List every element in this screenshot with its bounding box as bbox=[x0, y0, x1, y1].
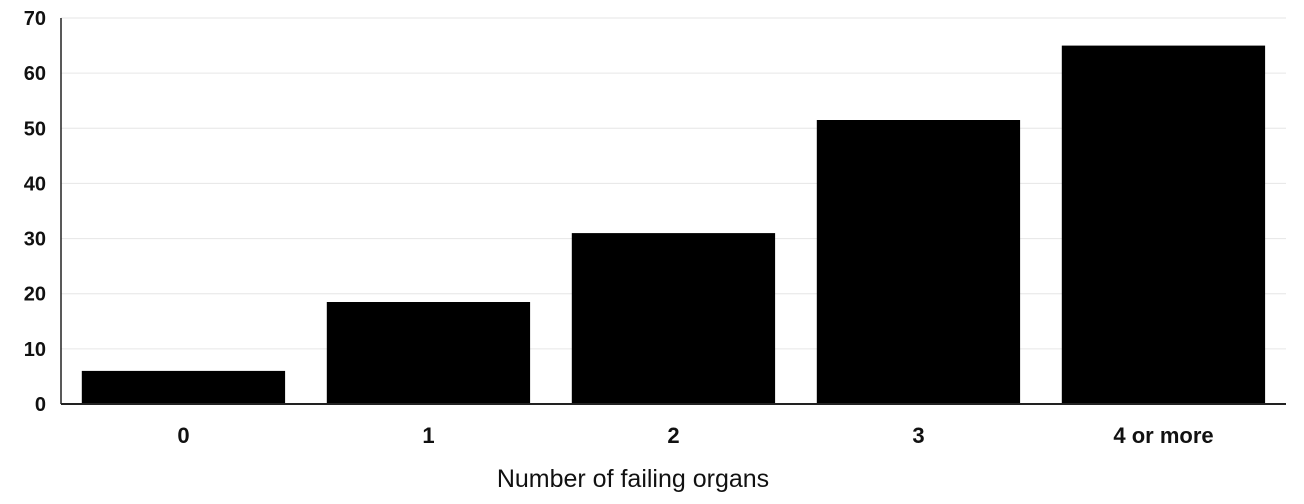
x-tick-labels: 0 1 2 3 4 or more bbox=[177, 423, 1213, 448]
bar bbox=[1061, 45, 1266, 404]
bar bbox=[81, 370, 286, 404]
y-tick-label: 70 bbox=[24, 8, 46, 30]
y-tick-label: 60 bbox=[24, 63, 46, 85]
bar bbox=[326, 302, 531, 404]
y-tick-labels: 0 10 20 30 40 50 60 70 bbox=[24, 8, 46, 416]
x-tick-label: 4 or more bbox=[1113, 423, 1213, 448]
x-tick-label: 2 bbox=[667, 423, 679, 448]
x-tick-label: 0 bbox=[177, 423, 189, 448]
y-tick-label: 50 bbox=[24, 118, 46, 140]
x-tick-label: 3 bbox=[912, 423, 924, 448]
bar bbox=[816, 120, 1021, 404]
bar bbox=[571, 233, 776, 404]
y-tick-label: 30 bbox=[24, 229, 46, 251]
axes bbox=[60, 18, 1286, 405]
x-tick-label: 1 bbox=[422, 423, 434, 448]
y-tick-label: 20 bbox=[24, 284, 46, 306]
y-tick-label: 0 bbox=[35, 394, 46, 416]
x-axis-title: Number of failing organs bbox=[497, 465, 769, 493]
y-tick-label: 40 bbox=[24, 173, 46, 195]
y-tick-label: 10 bbox=[24, 339, 46, 361]
bars bbox=[81, 45, 1266, 404]
